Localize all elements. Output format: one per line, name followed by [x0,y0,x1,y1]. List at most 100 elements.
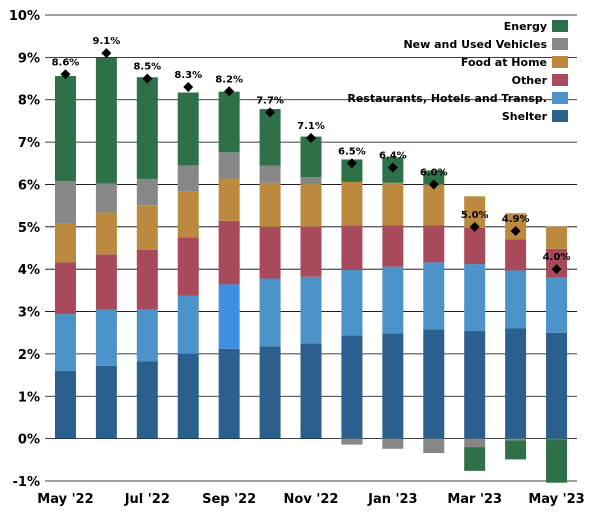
bar-segment-energy [300,136,322,178]
bar-segment-restaurants-hotels-and-transp [464,264,486,332]
total-label: 7.7% [256,95,284,106]
total-marker [346,158,357,169]
bar-segment-other [300,226,322,277]
bar-segment-new-and-used-vehicles [259,165,281,183]
bar-segment-food-at-home [300,184,322,227]
x-axis-labels: May '22 Jul '22 Sep '22 Nov '22 Jan '23 Mar '… [37,492,584,507]
total-marker [101,48,112,59]
bar-segment-restaurants-hotels-and-transp [341,270,363,336]
y-tick-label: 1% [18,390,40,405]
total-marker [224,86,235,97]
x-tick-label: Jul '22 [124,492,170,507]
x-tick-label: May '22 [37,492,93,507]
bar-segment-shelter [95,365,117,439]
total-label: 4.0% [543,252,571,263]
total-marker [510,226,521,237]
bar-segment-food-at-home [423,184,445,226]
legend-label-new-and-used-vehicles: New and Used Vehicles [403,38,547,51]
y-tick-label: 7% [18,136,40,151]
y-axis-labels: -1% 0% 1% 2% 3% 4% 5% 6% 7% 8% 9% 10% [9,9,40,490]
bar-segment-other [95,254,117,310]
bar-segment-restaurants-hotels-and-transp [95,309,117,366]
legend-swatch-restaurants-hotels-and-transp [552,92,568,104]
total-label: 8.5% [133,62,161,73]
y-tick-label: -1% [13,475,40,490]
bar-segment-other [341,225,363,271]
legend-swatch-food-at-home [552,56,568,68]
bar-segment-food-at-home [218,178,240,221]
total-marker [265,107,276,118]
bar-segment-energy [464,447,486,471]
bar-segment-new-and-used-vehicles [95,183,117,213]
legend-label-restaurants-hotels-and-transp: Restaurants, Hotels and Transp. [347,92,547,105]
legend-label-energy: Energy [504,20,547,33]
bar-segment-shelter [464,331,486,439]
y-tick-label: 8% [18,94,40,109]
x-tick-label: May '23 [528,492,584,507]
total-label: 9.1% [93,36,121,47]
bar-segment-energy [546,439,568,483]
total-marker [428,179,439,190]
x-tick-label: Nov '22 [284,492,339,507]
bar-segment-shelter [259,346,281,439]
bar-segment-restaurants-hotels-and-transp [423,262,445,330]
bar-segment-new-and-used-vehicles [136,178,158,206]
bar-segment-food-at-home [95,212,117,255]
total-marker [387,162,398,173]
bar-segment-restaurants-hotels-and-transp [218,284,240,349]
total-markers: 8.6% 9.1% 8.5% 8.3% 8.2% 7.7% 7.1% 6.5% 6.4% 6.0%… [52,36,571,275]
y-tick-label: 5% [18,221,40,236]
bar-segment-other [54,262,76,315]
y-tick-label: 9% [18,51,40,66]
bar-segment-shelter [136,361,158,439]
legend-swatch-other [552,74,568,86]
legend: Energy New and Used Vehicles Food at Home O… [347,20,568,123]
total-label: 8.6% [52,57,80,68]
y-tick-label: 10% [9,9,40,24]
bar-segment-other [546,248,568,278]
bar-segment-shelter [382,333,404,439]
y-tick-label: 3% [18,306,40,321]
bar-segment-food-at-home [259,182,281,227]
bar-segment-other [136,249,158,310]
total-marker [60,69,71,80]
bar-segment-energy [177,92,199,166]
bar-segment-food-at-home [341,181,363,226]
bar-segment-energy [423,170,445,185]
bar-segment-new-and-used-vehicles [177,165,199,192]
bar-segment-new-and-used-vehicles [218,152,240,179]
bar-segment-shelter [177,353,199,439]
bar-segment-restaurants-hotels-and-transp [300,276,322,344]
total-marker [469,221,480,232]
bar-segment-shelter [300,343,322,439]
bar-segment-other [464,227,486,265]
bar-segment-new-and-used-vehicles [505,438,527,441]
legend-label-shelter: Shelter [502,110,548,123]
y-tick-label: 4% [18,263,40,278]
bar-segment-new-and-used-vehicles [341,438,363,445]
bar-segment-restaurants-hotels-and-transp [177,295,199,354]
bar-segment-food-at-home [546,226,568,249]
bar-segment-other [177,237,199,296]
bar-segment-restaurants-hotels-and-transp [259,278,281,347]
y-tick-label: 0% [18,433,40,448]
bar-segment-new-and-used-vehicles [300,177,322,185]
x-tick-label: Jan '23 [367,492,417,507]
total-marker [306,132,316,143]
bar-segment-shelter [218,348,240,439]
bar-segment-other [259,226,281,279]
bar-segment-energy [505,440,527,460]
legend-swatch-shelter [552,110,568,122]
bar-segment-new-and-used-vehicles [546,438,568,440]
bar-segment-energy [341,159,363,182]
bar-segment-food-at-home [177,191,199,238]
bar-segment-energy [259,109,281,166]
bar-segment-energy [95,57,117,184]
bar-segment-new-and-used-vehicles [423,438,445,454]
x-tick-label: Sep '22 [202,492,256,507]
bars [54,57,568,483]
bar-segment-food-at-home [464,196,486,228]
x-tick-label: Mar '23 [447,492,502,507]
total-label: 7.1% [297,121,325,132]
